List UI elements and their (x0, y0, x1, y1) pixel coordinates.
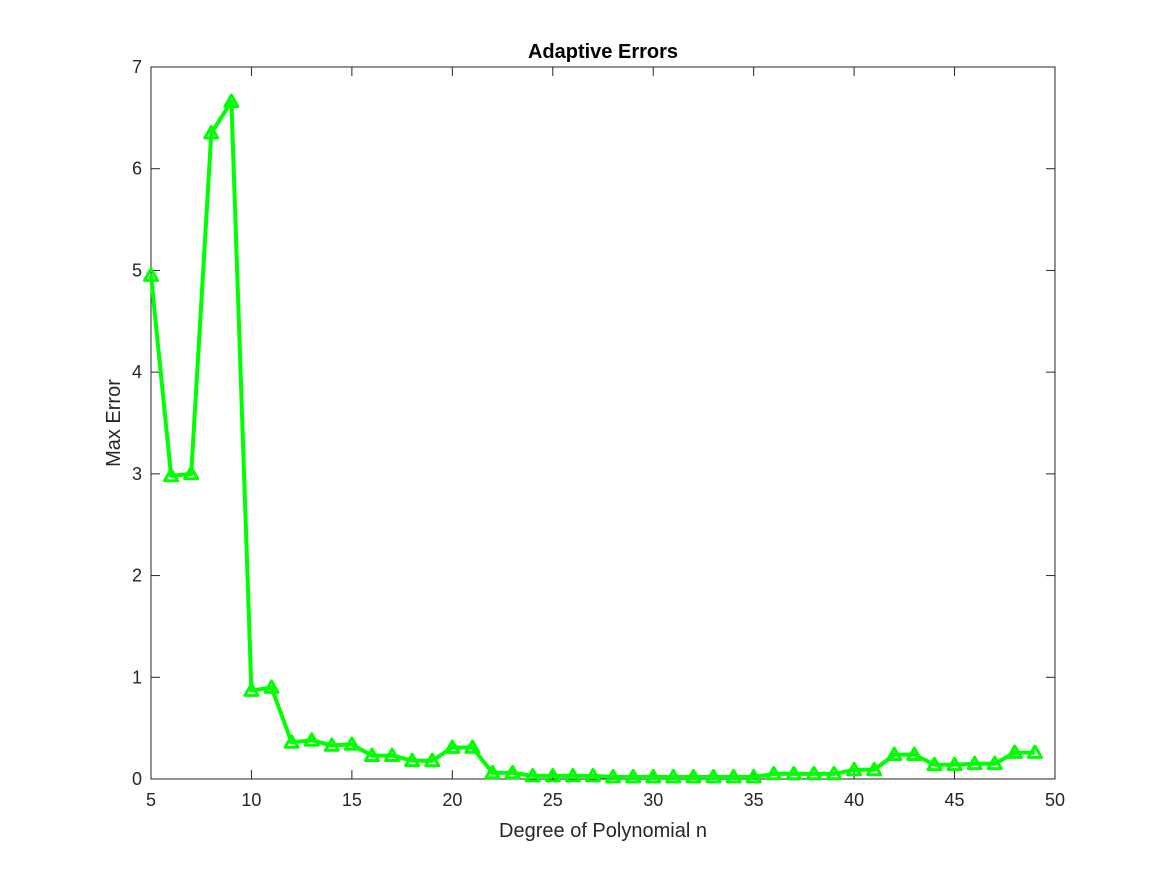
data-point-marker (665, 768, 682, 784)
x-tick-label: 20 (442, 790, 462, 810)
data-point-marker (625, 768, 642, 784)
data-point-marker (725, 768, 742, 784)
data-point-marker (363, 747, 380, 762)
data-point-marker (705, 768, 722, 784)
data-point-marker (866, 761, 883, 777)
x-tick-label: 45 (945, 790, 965, 810)
data-point-marker (1026, 744, 1043, 759)
data-point-marker (444, 739, 461, 754)
data-point-marker (745, 768, 762, 784)
data-point-marker (384, 747, 401, 762)
y-tick-label: 7 (132, 57, 142, 77)
data-point-marker (906, 746, 923, 761)
data-point-marker (926, 756, 943, 772)
y-tick-label: 4 (132, 362, 142, 382)
x-axis-label: Degree of Polynomial n (499, 820, 707, 842)
data-point-marker (464, 739, 481, 754)
x-tick-label: 10 (241, 790, 261, 810)
plot-area (150, 66, 1056, 780)
data-point-marker (243, 682, 260, 697)
data-point-marker (203, 125, 220, 140)
y-tick-label: 0 (132, 769, 142, 789)
series-layer (143, 93, 1043, 784)
data-point-marker (303, 732, 320, 747)
y-tick-label: 5 (132, 260, 142, 280)
y-tick-label: 1 (132, 667, 142, 687)
data-point-marker (986, 755, 1003, 771)
x-tick-label: 40 (844, 790, 864, 810)
data-point-marker (785, 765, 802, 781)
y-tick-label: 2 (132, 566, 142, 586)
data-point-marker (605, 768, 622, 784)
y-tick-label: 6 (132, 159, 142, 179)
data-point-marker (263, 679, 280, 694)
data-point-marker (946, 756, 963, 772)
data-point-marker (143, 267, 159, 282)
data-point-marker (886, 746, 903, 761)
data-point-marker (826, 765, 843, 781)
data-point-marker (1006, 744, 1023, 759)
data-point-marker (424, 752, 441, 768)
data-point-marker (404, 752, 421, 768)
data-point-marker (805, 765, 822, 781)
data-point-marker (564, 767, 581, 783)
y-tick-labels: 0 1 2 3 4 5 6 7 (132, 57, 142, 789)
data-point-marker (765, 765, 782, 781)
x-tick-label: 5 (146, 790, 156, 810)
y-axis-label: Max Error (103, 379, 125, 467)
data-point-marker (183, 465, 200, 481)
x-tick-label: 35 (744, 790, 764, 810)
data-point-marker (283, 734, 300, 749)
data-point-marker (544, 767, 561, 783)
data-point-marker (343, 736, 360, 751)
data-point-marker (584, 767, 601, 783)
x-tick-label: 50 (1045, 790, 1065, 810)
data-point-marker (966, 755, 983, 771)
data-point-marker (524, 767, 541, 783)
data-point-marker (163, 467, 180, 483)
x-tick-label: 15 (342, 790, 362, 810)
data-point-marker (846, 761, 863, 777)
x-tick-labels: 5 10 15 20 25 30 35 40 45 50 (146, 790, 1065, 810)
data-point-marker (504, 764, 521, 780)
data-point-marker (223, 93, 240, 108)
data-point-marker (645, 768, 662, 784)
x-tick-label: 25 (543, 790, 563, 810)
chart-title: Adaptive Errors (528, 41, 678, 63)
data-point-marker (323, 737, 340, 752)
data-point-marker (685, 768, 702, 784)
data-point-marker (484, 764, 501, 780)
y-tick-label: 3 (132, 464, 142, 484)
x-tick-label: 30 (643, 790, 663, 810)
